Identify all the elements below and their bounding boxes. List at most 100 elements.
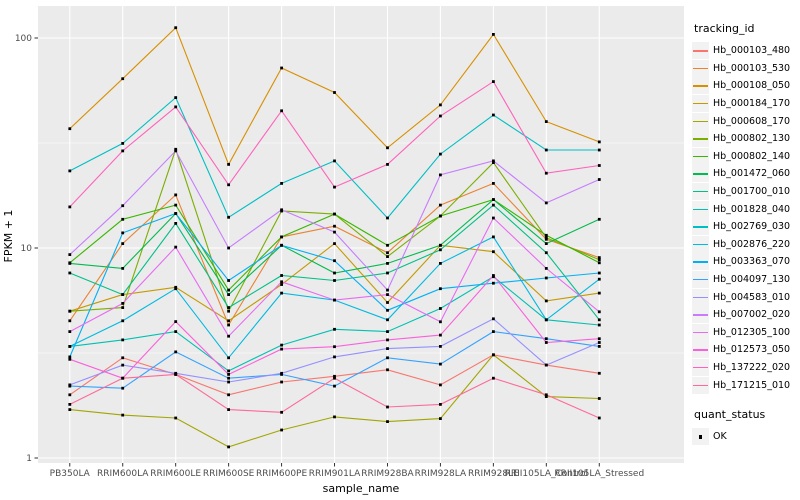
data-point [68, 403, 72, 406]
legend-entry-label: Hb_012305_100 [713, 326, 791, 338]
data-point [492, 330, 495, 333]
data-point [68, 383, 72, 387]
data-point [597, 178, 601, 181]
data-point [386, 347, 389, 350]
legend-key-line-icon [692, 112, 709, 130]
data-point [174, 147, 178, 151]
plot-panel [38, 6, 684, 463]
x-tick-label: RRIM600LA [97, 469, 149, 479]
data-point [227, 319, 230, 323]
data-point [68, 393, 72, 397]
data-point [121, 77, 125, 81]
data-point [174, 26, 178, 30]
data-point [492, 161, 495, 164]
legend-entry-label: Hb_004583_010 [713, 291, 791, 303]
data-point [227, 163, 230, 166]
data-point [280, 274, 283, 277]
data-point [439, 320, 442, 324]
x-tick-label: RRIM901LA [309, 469, 361, 479]
data-point [68, 169, 72, 173]
data-point [492, 203, 495, 207]
legend-entry: Hb_012305_100 [692, 323, 800, 342]
legend-entry: Hb_001472_060 [692, 165, 800, 183]
data-point [597, 416, 601, 420]
x-tick-label: RRIM928LA [415, 469, 467, 479]
data-point [544, 341, 548, 344]
x-tick-label: RRIM600SE [203, 469, 255, 479]
data-point [386, 368, 389, 372]
legend-key-line-icon [692, 253, 709, 271]
legend-title-quant-status: quant_status [694, 407, 766, 421]
legend-entry-label: Hb_001828_040 [713, 203, 791, 215]
data-point [121, 386, 125, 390]
data-point [227, 380, 230, 384]
data-point [227, 376, 230, 380]
data-point [121, 142, 125, 145]
x-axis-title: sample_name [323, 482, 400, 495]
data-point [386, 356, 389, 360]
data-point [597, 397, 601, 400]
data-point [544, 171, 548, 175]
data-point [492, 235, 495, 239]
data-point [121, 267, 125, 270]
data-point [544, 251, 548, 255]
data-point [227, 445, 230, 449]
data-point [174, 203, 178, 207]
data-point [333, 185, 336, 189]
data-point [333, 91, 336, 94]
x-tick-label: RRII105LA_Stressed [554, 469, 644, 479]
x-tick-label: RRIM600PE [256, 469, 308, 479]
data-point [280, 280, 283, 284]
data-point [121, 413, 125, 417]
data-point [121, 319, 125, 323]
data-point [174, 320, 178, 323]
legend-entry-quant-ok: OK [692, 428, 800, 446]
data-point [492, 250, 495, 254]
data-point [597, 258, 601, 262]
data-point [597, 277, 601, 281]
data-point [121, 231, 125, 235]
legend-entry-label: Hb_000184_170 [713, 98, 791, 110]
y-tick-label: 100 [15, 34, 32, 44]
legend-key-line-icon [692, 358, 709, 376]
data-point [280, 291, 283, 295]
legend-entry: Hb_012573_050 [692, 341, 800, 359]
legend-key-line-icon [692, 235, 709, 253]
data-point [227, 356, 230, 360]
data-point [333, 415, 336, 419]
legend-entry-label: Hb_000802_140 [713, 150, 791, 162]
data-point [333, 345, 336, 349]
data-point [333, 355, 336, 359]
data-point [68, 357, 72, 361]
data-point [492, 198, 495, 201]
data-point [439, 243, 442, 247]
data-point [439, 203, 442, 207]
legend-entry: Hb_000608_170 [692, 112, 800, 130]
data-point [492, 281, 495, 285]
data-point [544, 363, 548, 367]
data-point [280, 380, 283, 384]
data-point [280, 343, 283, 347]
data-point [439, 383, 442, 387]
data-point [386, 308, 389, 312]
legend-key-line-icon [692, 376, 709, 394]
data-point [386, 163, 389, 166]
data-point [121, 242, 125, 245]
legend-key-line-icon [692, 95, 709, 113]
legend-entry: Hb_000103_530 [692, 59, 800, 78]
legend-series-entries: Hb_000103_480 Hb_000103_530 Hb_000108_050 H… [692, 42, 800, 394]
data-point [492, 182, 495, 185]
data-point [492, 353, 495, 357]
data-point [333, 298, 336, 302]
legend-entry: Hb_000802_140 [692, 147, 800, 166]
legend-key-line-icon [692, 288, 709, 306]
legend-entry: Hb_002876_220 [692, 235, 800, 254]
legend-entry-label: Hb_001700_010 [713, 186, 791, 198]
data-point [544, 120, 548, 123]
data-point [227, 288, 230, 292]
data-point [333, 376, 336, 380]
data-point [597, 318, 601, 322]
data-point [544, 148, 548, 152]
